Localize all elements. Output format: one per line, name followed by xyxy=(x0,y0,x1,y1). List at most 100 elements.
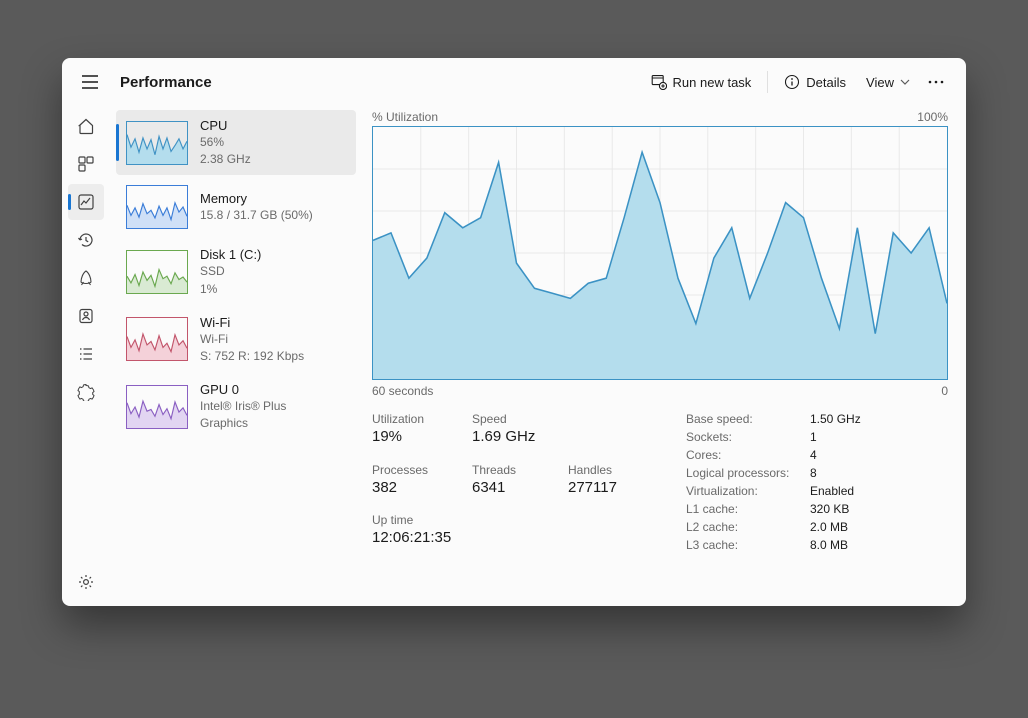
mini-chart xyxy=(126,250,188,294)
processes-icon xyxy=(77,155,95,173)
body: CPU 56% 2.38 GHz Memory 15.8 / 31.7 GB (… xyxy=(62,106,966,606)
header: Performance Run new task Details View xyxy=(62,58,966,106)
startup-icon xyxy=(77,269,95,287)
perf-item-memory[interactable]: Memory 15.8 / 31.7 GB (50%) xyxy=(116,177,356,237)
kv-label: L1 cache: xyxy=(686,502,806,516)
stats-right: Base speed: 1.50 GHz Sockets: 1 Cores: 4… xyxy=(686,412,861,552)
perf-item-title: CPU xyxy=(200,118,251,133)
perf-item-line2: S: 752 R: 192 Kbps xyxy=(200,348,304,364)
perf-item-line2: Graphics xyxy=(200,415,286,431)
kv-label: Logical processors: xyxy=(686,466,806,480)
stat-value: 382 xyxy=(372,479,472,496)
perf-item-title: GPU 0 xyxy=(200,382,286,397)
stats-left: Utilization 19% Speed 1.69 GHz Processes… xyxy=(372,412,662,552)
nav-history[interactable] xyxy=(68,222,104,258)
kv-label: Cores: xyxy=(686,448,806,462)
nav-settings[interactable] xyxy=(68,564,104,600)
stat-value: 1.69 GHz xyxy=(472,428,568,445)
nav-processes[interactable] xyxy=(68,146,104,182)
history-icon xyxy=(77,231,95,249)
perf-list: CPU 56% 2.38 GHz Memory 15.8 / 31.7 GB (… xyxy=(110,106,362,606)
kv-value: 1 xyxy=(810,430,861,444)
mini-chart xyxy=(126,185,188,229)
kv-value: 320 KB xyxy=(810,502,861,516)
nav-users[interactable] xyxy=(68,298,104,334)
stat-value: 19% xyxy=(372,428,472,445)
task-manager-window: Performance Run new task Details View xyxy=(62,58,966,606)
services-icon xyxy=(77,383,95,401)
perf-item-title: Memory xyxy=(200,191,313,206)
stat-utilization: Utilization 19% xyxy=(372,412,472,451)
perf-item-line1: SSD xyxy=(200,263,261,279)
mini-chart xyxy=(126,385,188,429)
stat-label: Threads xyxy=(472,463,568,477)
run-new-task-button[interactable]: Run new task xyxy=(641,66,762,98)
perf-item-line1: 15.8 / 31.7 GB (50%) xyxy=(200,207,313,223)
stat-handles: Handles 277117 xyxy=(568,463,658,502)
perf-item-line1: Intel® Iris® Plus xyxy=(200,398,286,414)
perf-item-title: Disk 1 (C:) xyxy=(200,247,261,262)
perf-item-line1: Wi-Fi xyxy=(200,331,304,347)
perf-item-text: Disk 1 (C:) SSD 1% xyxy=(200,247,261,296)
nav-details[interactable] xyxy=(68,336,104,372)
view-label: View xyxy=(866,75,894,90)
kv-label: L2 cache: xyxy=(686,520,806,534)
kv-value: 4 xyxy=(810,448,861,462)
more-button[interactable] xyxy=(920,66,952,98)
big-chart xyxy=(372,126,948,380)
details-button[interactable]: Details xyxy=(774,66,856,98)
stat-value: 277117 xyxy=(568,479,658,496)
hamburger-button[interactable] xyxy=(72,64,108,100)
stat-value: 12:06:21:35 xyxy=(372,529,662,546)
info-icon xyxy=(784,74,800,90)
kv-value: 8.0 MB xyxy=(810,538,861,552)
chart-footer-right: 0 xyxy=(941,384,948,398)
chart-footer-left: 60 seconds xyxy=(372,384,433,398)
view-button[interactable]: View xyxy=(856,66,920,98)
main-panel: % Utilization 100% 60 seconds 0 Utilizat… xyxy=(362,106,966,606)
home-icon xyxy=(77,117,95,135)
gear-icon xyxy=(77,573,95,591)
stat-value: 6341 xyxy=(472,479,568,496)
perf-item-disk-1-c-[interactable]: Disk 1 (C:) SSD 1% xyxy=(116,239,356,304)
stat-label: Processes xyxy=(372,463,472,477)
chart-header-left: % Utilization xyxy=(372,110,438,124)
details-icon xyxy=(77,345,95,363)
perf-item-text: Memory 15.8 / 31.7 GB (50%) xyxy=(200,191,313,223)
kv-label: L3 cache: xyxy=(686,538,806,552)
hamburger-icon xyxy=(82,75,98,89)
perf-item-title: Wi-Fi xyxy=(200,315,304,330)
perf-item-line2: 2.38 GHz xyxy=(200,151,251,167)
nav-rail xyxy=(62,106,110,606)
stat-speed: Speed 1.69 GHz xyxy=(472,412,568,451)
perf-item-text: CPU 56% 2.38 GHz xyxy=(200,118,251,167)
nav-startup[interactable] xyxy=(68,260,104,296)
stat-label: Up time xyxy=(372,513,662,527)
perf-item-gpu-0[interactable]: GPU 0 Intel® Iris® Plus Graphics xyxy=(116,374,356,439)
users-icon xyxy=(77,307,95,325)
nav-performance[interactable] xyxy=(68,184,104,220)
content: CPU 56% 2.38 GHz Memory 15.8 / 31.7 GB (… xyxy=(110,106,966,606)
perf-item-wi-fi[interactable]: Wi-Fi Wi-Fi S: 752 R: 192 Kbps xyxy=(116,307,356,372)
more-icon xyxy=(928,80,944,84)
perf-item-cpu[interactable]: CPU 56% 2.38 GHz xyxy=(116,110,356,175)
nav-services[interactable] xyxy=(68,374,104,410)
kv-value: 2.0 MB xyxy=(810,520,861,534)
mini-chart xyxy=(126,317,188,361)
stat-processes: Processes 382 xyxy=(372,463,472,502)
perf-item-line1: 56% xyxy=(200,134,251,150)
stat-label: Speed xyxy=(472,412,568,426)
stat-label: Utilization xyxy=(372,412,472,426)
kv-label: Sockets: xyxy=(686,430,806,444)
kv-value: Enabled xyxy=(810,484,861,498)
page-title: Performance xyxy=(120,74,212,91)
perf-item-line2: 1% xyxy=(200,281,261,297)
details-label: Details xyxy=(806,75,846,90)
perf-item-text: GPU 0 Intel® Iris® Plus Graphics xyxy=(200,382,286,431)
stat-threads: Threads 6341 xyxy=(472,463,568,502)
kv-value: 1.50 GHz xyxy=(810,412,861,426)
header-divider xyxy=(767,71,768,93)
nav-home[interactable] xyxy=(68,108,104,144)
kv-label: Base speed: xyxy=(686,412,806,426)
big-chart-wrap xyxy=(372,126,948,380)
